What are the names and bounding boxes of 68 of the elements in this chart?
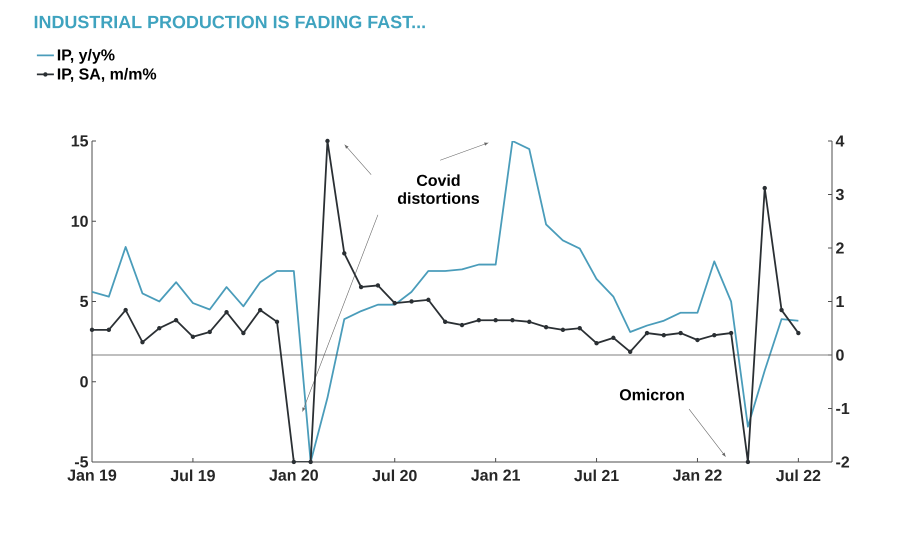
point — [157, 326, 162, 330]
point — [779, 308, 784, 312]
point — [762, 186, 767, 190]
point — [527, 320, 532, 324]
point — [796, 330, 801, 336]
point — [140, 340, 145, 344]
legend-label: IP, SA, m/m% — [58, 68, 156, 82]
x-tick-label: Jan 19 — [67, 469, 116, 481]
point — [728, 330, 734, 336]
point — [628, 350, 632, 354]
y-tick-label: 0 — [80, 376, 88, 388]
point — [376, 283, 380, 288]
annotation: Omicron — [620, 388, 684, 400]
point — [208, 330, 212, 334]
point — [292, 460, 296, 464]
point — [190, 334, 196, 339]
y2-tick-label: 1 — [836, 296, 844, 307]
point — [712, 332, 716, 338]
x-tick-label: Jan 21 — [471, 469, 520, 481]
y2-tick-label: -2 — [836, 456, 850, 468]
legend-label: IP, y/y% — [58, 48, 115, 64]
y2-tick-label: 4 — [836, 136, 844, 146]
chart-title: INDUSTRIAL PRODUCTION IS FADING FAST... — [34, 16, 425, 28]
point — [392, 300, 397, 306]
y-tick-label: 15 — [72, 135, 88, 147]
point — [662, 332, 666, 338]
y-tick-label: -5 — [74, 456, 88, 468]
point — [611, 336, 616, 340]
x-tick-label: Jul 22 — [776, 469, 820, 482]
point — [476, 318, 482, 322]
point — [241, 330, 246, 336]
x-tick-label: Jul 21 — [574, 469, 619, 482]
point — [342, 251, 346, 256]
point — [594, 341, 599, 346]
y2-tick-label: 3 — [836, 188, 844, 200]
point — [358, 284, 364, 290]
point — [224, 310, 229, 314]
y-tick-label: 10 — [72, 216, 88, 227]
point — [678, 330, 683, 336]
point — [493, 318, 498, 322]
point — [578, 326, 582, 330]
point — [442, 320, 448, 324]
point — [544, 324, 548, 330]
y2-tick-label: -1 — [836, 403, 850, 414]
point — [695, 338, 700, 342]
point — [106, 328, 112, 332]
point — [258, 308, 262, 312]
annotation: Covid distortions — [398, 174, 479, 204]
y-tick-label: 5 — [80, 296, 88, 308]
x-tick-label: Jul 20 — [372, 469, 417, 482]
point — [325, 138, 330, 144]
point — [644, 330, 650, 336]
x-tick-label: Jan 20 — [269, 469, 318, 481]
y2-tick-label: 2 — [836, 242, 844, 254]
point — [409, 299, 414, 304]
point — [274, 320, 280, 324]
point — [510, 318, 515, 322]
x-tick-label: Jul 19 — [170, 469, 215, 482]
point — [560, 328, 566, 332]
y2-tick-label: 0 — [836, 349, 844, 361]
point — [123, 308, 128, 312]
x-tick-label: Jan 22 — [672, 469, 722, 481]
point — [308, 460, 313, 464]
point — [460, 322, 464, 328]
point — [90, 328, 94, 332]
point — [426, 298, 431, 302]
point — [174, 318, 178, 322]
point — [746, 460, 750, 464]
